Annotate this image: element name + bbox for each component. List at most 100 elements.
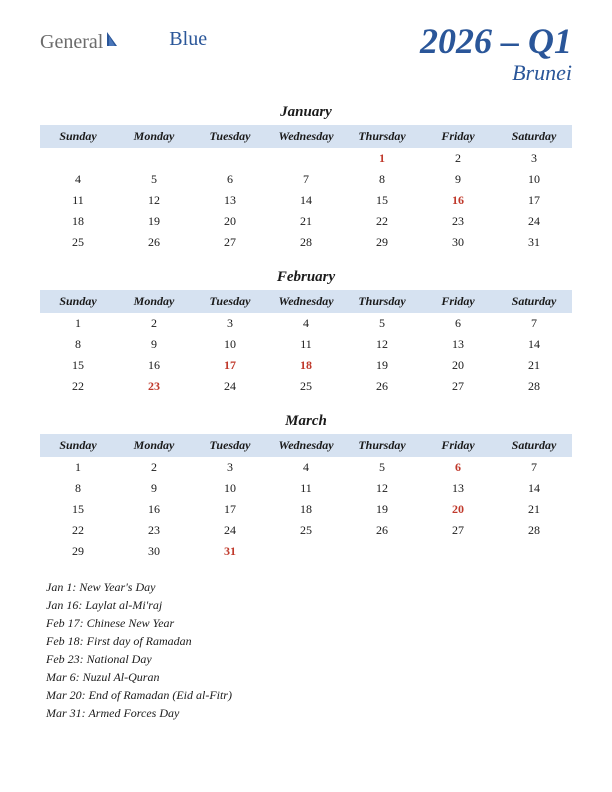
calendar-cell: 27 [420,520,496,541]
day-header: Sunday [40,434,116,457]
month-name: January [40,104,572,121]
calendar-cell: 25 [268,520,344,541]
day-header: Monday [116,290,192,313]
calendar-cell: 23 [116,376,192,397]
calendar-cell: 17 [496,190,572,211]
day-header: Saturday [496,290,572,313]
calendar-cell: 29 [40,541,116,562]
calendar-cell: 30 [116,541,192,562]
calendar-cell: 29 [344,232,420,253]
calendar-cell: 31 [496,232,572,253]
calendar-cell: 8 [40,478,116,499]
day-header: Thursday [344,125,420,148]
calendar-cell: 18 [268,355,344,376]
logo: General Blue [40,30,207,54]
holiday-entry: Mar 20: End of Ramadan (Eid al-Fitr) [46,686,572,704]
calendar-row: 891011121314 [40,478,572,499]
calendar-cell: 20 [420,499,496,520]
calendar-cell: 18 [40,211,116,232]
calendar-cell: 21 [496,355,572,376]
month-block: MarchSundayMondayTuesdayWednesdayThursda… [40,413,572,562]
calendar-cell: 9 [116,334,192,355]
calendar-cell: 20 [420,355,496,376]
calendar-cell: 31 [192,541,268,562]
month-name: March [40,413,572,430]
calendar-cell: 16 [116,355,192,376]
calendar-cell: 22 [344,211,420,232]
header: General Blue 2026 – Q1 Brunei [40,20,572,86]
title-year-quarter: 2026 – Q1 [420,20,572,62]
calendar-cell: 15 [40,499,116,520]
month-block: JanuarySundayMondayTuesdayWednesdayThurs… [40,104,572,253]
calendar-row: 15161718192021 [40,355,572,376]
calendar-cell [268,541,344,562]
day-header: Wednesday [268,125,344,148]
calendar-cell: 6 [420,457,496,478]
calendar-cell: 13 [192,190,268,211]
calendar-row: 293031 [40,541,572,562]
holidays-list: Jan 1: New Year's DayJan 16: Laylat al-M… [40,578,572,722]
day-header: Wednesday [268,434,344,457]
calendar-cell: 5 [116,169,192,190]
calendar-row: 1234567 [40,313,572,334]
calendar-cell: 14 [496,334,572,355]
day-header: Saturday [496,434,572,457]
calendar-cell: 9 [420,169,496,190]
calendar-cell: 25 [268,376,344,397]
calendar-cell: 8 [344,169,420,190]
calendar-cell: 14 [496,478,572,499]
calendar-cell: 17 [192,499,268,520]
sail-icon [105,30,121,54]
calendar-cell: 4 [268,313,344,334]
calendar-cell: 1 [344,148,420,169]
calendar-row: 1234567 [40,457,572,478]
calendar-cell: 3 [192,313,268,334]
calendar-cell: 17 [192,355,268,376]
calendar-cell: 15 [40,355,116,376]
calendar-cell: 26 [344,376,420,397]
calendar-cell: 22 [40,376,116,397]
day-header: Monday [116,125,192,148]
calendar-cell: 1 [40,457,116,478]
calendar-cell: 3 [192,457,268,478]
calendar-cell: 13 [420,334,496,355]
calendar-cell: 19 [116,211,192,232]
calendar-cell [496,541,572,562]
calendar-cell: 6 [420,313,496,334]
calendar-cell: 1 [40,313,116,334]
title-block: 2026 – Q1 Brunei [420,20,572,86]
day-header: Friday [420,434,496,457]
calendar-cell: 11 [40,190,116,211]
calendar-cell: 10 [496,169,572,190]
day-header: Tuesday [192,434,268,457]
calendar-row: 18192021222324 [40,211,572,232]
calendar-cell: 5 [344,313,420,334]
calendar-cell: 27 [192,232,268,253]
day-header: Wednesday [268,290,344,313]
calendar-cell: 10 [192,334,268,355]
calendar-cell: 7 [496,313,572,334]
calendar-cell: 10 [192,478,268,499]
day-header: Friday [420,290,496,313]
calendar-cell: 3 [496,148,572,169]
calendar-cell: 12 [116,190,192,211]
calendar-cell [192,148,268,169]
day-header: Sunday [40,290,116,313]
calendar-cell: 30 [420,232,496,253]
day-header: Tuesday [192,125,268,148]
calendar-row: 22232425262728 [40,520,572,541]
calendar-row: 11121314151617 [40,190,572,211]
calendar-cell: 11 [268,334,344,355]
calendar-row: 25262728293031 [40,232,572,253]
calendar-cell: 22 [40,520,116,541]
month-name: February [40,269,572,286]
day-header: Thursday [344,434,420,457]
months-container: JanuarySundayMondayTuesdayWednesdayThurs… [40,104,572,562]
calendar-row: 15161718192021 [40,499,572,520]
calendar-cell: 16 [420,190,496,211]
calendar-cell: 15 [344,190,420,211]
holiday-entry: Feb 18: First day of Ramadan [46,632,572,650]
calendar-table: SundayMondayTuesdayWednesdayThursdayFrid… [40,290,572,397]
calendar-row: 22232425262728 [40,376,572,397]
calendar-cell: 24 [192,376,268,397]
